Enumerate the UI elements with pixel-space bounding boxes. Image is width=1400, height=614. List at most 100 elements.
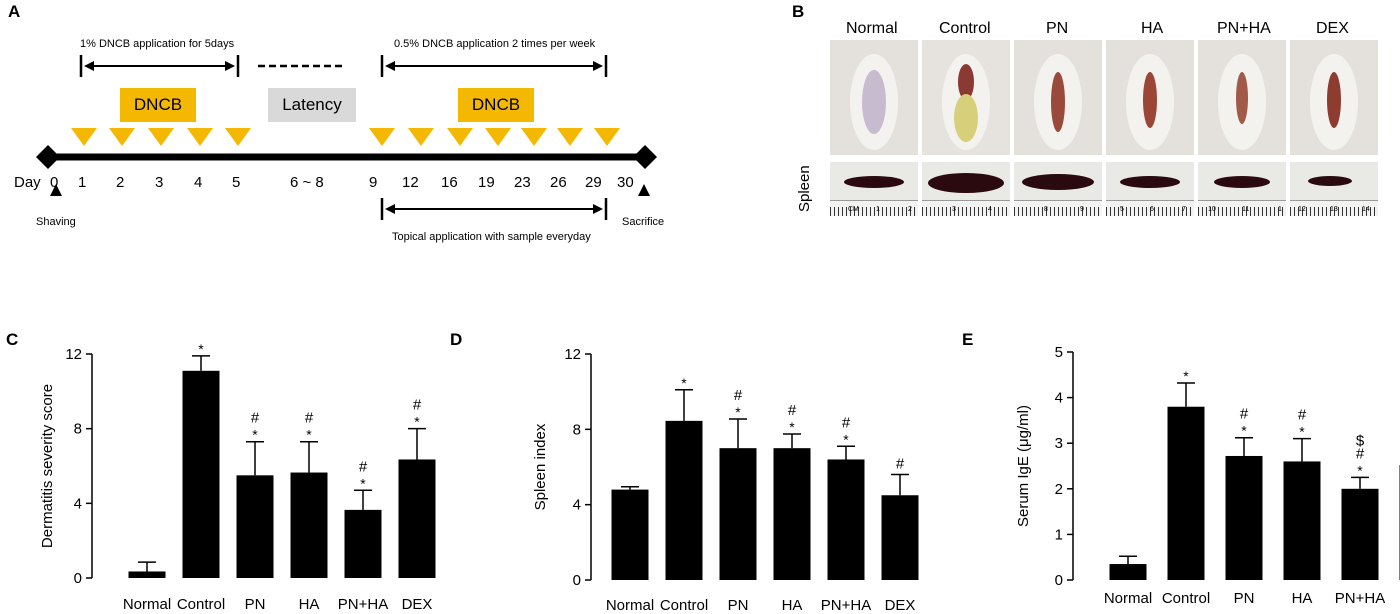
category-label: HA	[1292, 590, 1313, 607]
mouse-photo-pn-ha	[1198, 40, 1286, 155]
spleen-photo-ha: 5 6 7	[1106, 162, 1194, 216]
bar	[827, 459, 865, 580]
significance-mark: *	[1183, 368, 1189, 384]
bar	[1109, 564, 1147, 580]
topical-label: Topical application with sample everyday	[392, 231, 591, 243]
ruler-label: 5	[1120, 206, 1124, 213]
group-label-pn-ha: PN+HA	[1217, 20, 1271, 37]
y-tick-label: 1	[1055, 526, 1063, 543]
spleen-photo-control: 3 4	[922, 162, 1010, 216]
significance-mark: #	[251, 410, 260, 427]
significance-mark: *	[198, 341, 204, 357]
day-tick: 30	[617, 174, 634, 191]
ruler-label: 6	[1150, 206, 1154, 213]
ruler-label: 1	[876, 206, 880, 213]
bar	[182, 370, 220, 578]
significance-mark: *	[1357, 462, 1363, 478]
significance-mark: *	[789, 419, 795, 435]
significance-mark: *	[681, 375, 687, 391]
category-label: HA	[782, 597, 803, 614]
sacrifice-label: Sacrifice	[622, 216, 665, 228]
bar	[236, 475, 274, 578]
y-axis-label: Spleen index	[532, 423, 549, 510]
group-label-dex: DEX	[1316, 20, 1349, 37]
significance-mark: *	[306, 427, 312, 443]
y-tick-label: 8	[573, 421, 581, 438]
ruler-label: 4	[988, 206, 992, 213]
spleen-label: Spleen	[796, 165, 813, 212]
bar	[611, 489, 649, 580]
category-label: PN	[245, 596, 266, 613]
shaving-label: Shaving	[36, 216, 76, 228]
significance-mark: *	[735, 404, 741, 420]
ruler-label: 11	[1242, 206, 1250, 213]
panel-a-letter: A	[8, 2, 21, 21]
category-label: HA	[299, 596, 320, 613]
category-label: Control	[177, 596, 225, 613]
category-label: PN	[1234, 590, 1255, 607]
significance-mark: *	[252, 427, 258, 443]
phase1-label: 1% DNCB application for 5days	[80, 38, 235, 50]
y-tick-label: 4	[1055, 390, 1063, 407]
day-tick: 19	[478, 174, 495, 191]
panel-d-letter: D	[450, 330, 463, 349]
ruler-label: 1	[1278, 206, 1282, 213]
panel-e-letter: E	[962, 330, 974, 349]
y-axis-label: Dermatitis severity score	[39, 384, 56, 548]
spleen-photo-dex: 12 13 14	[1290, 162, 1378, 216]
significance-mark: *	[1299, 424, 1305, 440]
category-label: DEX	[402, 596, 433, 613]
bar	[1167, 406, 1205, 580]
y-tick-label: 3	[1055, 435, 1063, 452]
day-tick: 9	[369, 174, 378, 191]
y-tick-label: 8	[74, 421, 82, 438]
phase2-label: 0.5% DNCB application 2 times per week	[394, 38, 596, 50]
significance-mark: #	[788, 402, 797, 419]
day-tick: 3	[155, 174, 164, 191]
group-label-control: Control	[939, 20, 991, 37]
y-tick-label: 5	[1055, 344, 1063, 361]
y-tick-label: 2	[1055, 481, 1063, 498]
significance-mark: #	[842, 414, 851, 431]
day-tick: 29	[585, 174, 602, 191]
panel-c-letter: C	[6, 330, 19, 349]
significance-mark: #	[359, 458, 368, 475]
spleen-photo-normal: CM 1 2	[830, 162, 918, 216]
ruler-label: 3	[952, 206, 956, 213]
mouse-photo-pn	[1014, 40, 1102, 155]
significance-mark: #	[896, 456, 905, 473]
group-label-normal: Normal	[846, 20, 898, 37]
bar	[1283, 461, 1321, 580]
day-label: Day	[14, 174, 41, 191]
significance-mark: $	[1356, 432, 1365, 449]
significance-mark: *	[1241, 423, 1247, 439]
y-tick-label: 0	[1055, 572, 1063, 589]
bar	[128, 571, 166, 578]
bar	[1225, 455, 1263, 580]
y-tick-label: 0	[573, 572, 581, 589]
bar	[665, 420, 703, 580]
y-tick-label: 4	[573, 497, 581, 514]
day-tick: 4	[194, 174, 203, 191]
significance-mark: #	[1298, 407, 1307, 424]
significance-mark: *	[414, 414, 420, 430]
panel-b-letter: B	[792, 2, 805, 21]
bar	[1341, 488, 1379, 580]
y-tick-label: 4	[74, 495, 82, 512]
category-label: PN	[728, 597, 749, 614]
latency-box: Latency	[268, 88, 356, 122]
day-tick: 1	[78, 174, 87, 191]
day-tick: 12	[402, 174, 419, 191]
spleen-photo-pn: 8 9	[1014, 162, 1102, 216]
y-tick-label: 12	[564, 346, 581, 363]
significance-mark: #	[413, 397, 422, 414]
ruler-label: 10	[1208, 206, 1216, 213]
y-axis-label: Serum IgE (μg/ml)	[1015, 405, 1032, 527]
dncb-box-1: DNCB	[120, 88, 196, 122]
mouse-photo-normal	[830, 40, 918, 155]
day-tick: 6 ~ 8	[290, 174, 324, 191]
category-label: DEX	[885, 597, 916, 614]
ruler-label: 14	[1362, 206, 1370, 213]
